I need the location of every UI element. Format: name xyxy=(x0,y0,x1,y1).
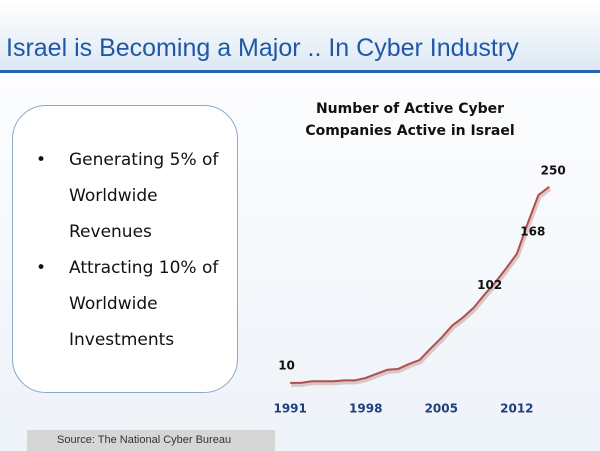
chart-title: Number of Active Cyber Companies Active … xyxy=(305,101,515,139)
bullet-text: Generating 5% of xyxy=(69,150,219,170)
data-label: 168 xyxy=(520,224,545,238)
bullet-text: Attracting 10% of xyxy=(69,258,219,278)
bullet-text: Worldwide xyxy=(69,186,158,206)
bullet-text: Revenues xyxy=(69,222,152,242)
x-tick-label: 2005 xyxy=(425,402,458,416)
data-label: 250 xyxy=(541,163,566,177)
x-tick-label: 1998 xyxy=(349,402,382,416)
bullet: • xyxy=(36,150,47,170)
bullet-text: Investments xyxy=(69,330,175,350)
bullet-box xyxy=(12,105,238,393)
data-label: 10 xyxy=(278,358,295,372)
slide-title: Israel is Becoming a Major .. In Cyber I… xyxy=(6,34,519,62)
bullet: • xyxy=(36,258,47,278)
line xyxy=(290,186,550,384)
x-tick-label: 2012 xyxy=(500,402,533,416)
data-label: 102 xyxy=(477,278,502,292)
source-note: Source: The National Cyber Bureau xyxy=(27,430,275,451)
header xyxy=(0,0,600,73)
bullet-text: Worldwide xyxy=(69,294,158,314)
x-tick-label: 1991 xyxy=(273,402,306,416)
line-shadow xyxy=(291,187,552,387)
